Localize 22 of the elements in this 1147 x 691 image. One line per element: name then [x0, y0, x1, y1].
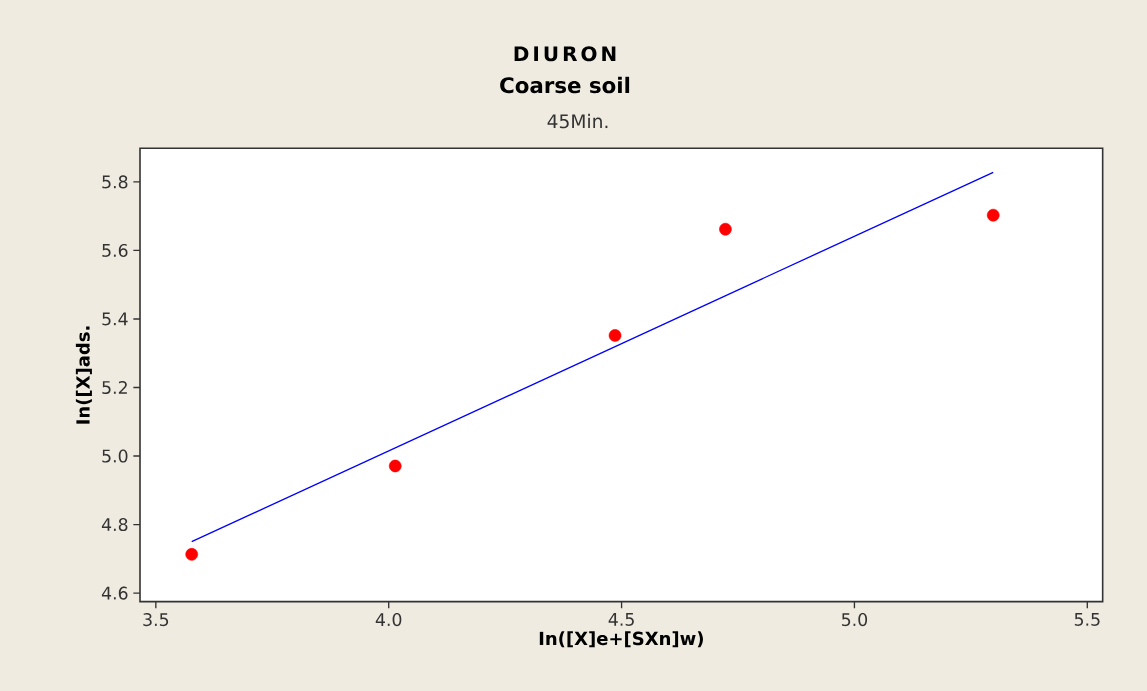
y-tick-label: 5.0	[102, 449, 128, 463]
text: 45Min.	[547, 113, 608, 129]
x-tick-label: 5.5	[1074, 613, 1100, 626]
y-axis-title: In([X]ads.	[75, 326, 92, 424]
chart-title: DIURON	[514, 46, 616, 62]
point	[719, 222, 732, 236]
point	[608, 329, 622, 342]
point	[986, 208, 1000, 222]
y-tick-label: 5.8	[102, 175, 128, 189]
x-tick-label: 5.0	[841, 613, 868, 627]
x-tick-label: 4.5	[608, 613, 634, 626]
chart-subtitle: Coarse soil	[500, 76, 630, 94]
x-tick-label: 4.0	[375, 613, 402, 627]
y-tick-label: 4.6	[101, 586, 128, 600]
x-axis-title: In([X]e+[SXn]w)	[539, 631, 703, 648]
y-tick-label: 4.8	[101, 518, 128, 532]
y-tick-label: 5.6	[102, 243, 128, 257]
point	[185, 548, 198, 561]
x-tick-label: 3.5	[143, 613, 169, 627]
y-tick-label: 5.4	[102, 312, 128, 326]
y-tick-label: 5.2	[102, 380, 127, 395]
point	[388, 459, 402, 473]
